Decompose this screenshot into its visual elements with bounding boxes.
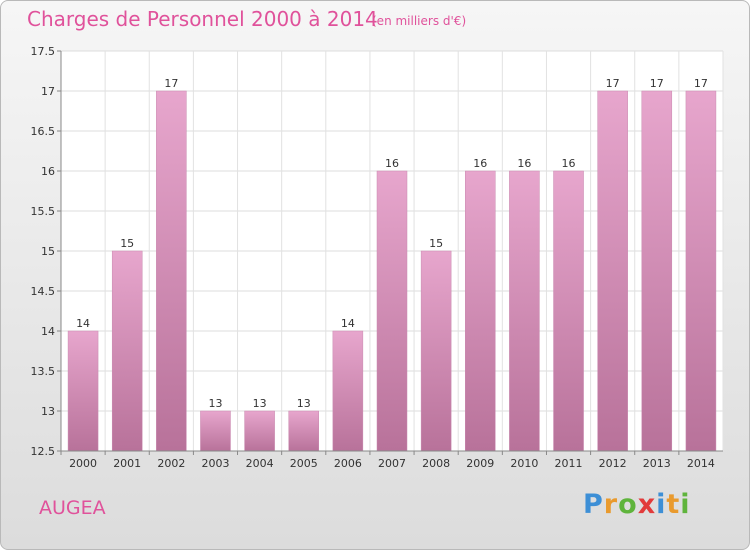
- data-label-2013: 17: [650, 77, 664, 90]
- bar-2005: [288, 410, 319, 452]
- data-label-2007: 16: [385, 157, 399, 170]
- x-tick-label: 2006: [334, 457, 362, 470]
- data-label-2000: 14: [76, 317, 90, 330]
- x-tick-label: 2000: [69, 457, 97, 470]
- data-label-2010: 16: [517, 157, 531, 170]
- axes: 12.5 13 13.5 14 14.5 15 15.5 16 16.5 17 17.5 2000 20…: [31, 45, 723, 470]
- bar-2003: [200, 410, 231, 452]
- bar-2006: [332, 330, 364, 452]
- x-tick-label: 2014: [687, 457, 715, 470]
- y-tick-label: 17.5: [31, 45, 56, 58]
- proxiti-logo[interactable]: Proxiti: [583, 489, 691, 520]
- data-label-2003: 13: [208, 397, 222, 410]
- logo-letter: t: [666, 489, 681, 520]
- x-tick-label: 2002: [157, 457, 185, 470]
- bar-2011: [553, 170, 584, 452]
- bar-2008: [420, 250, 452, 452]
- bar-2004: [244, 410, 275, 452]
- y-tick-label: 14.5: [31, 285, 56, 298]
- bar-2002: [156, 90, 187, 452]
- x-tick-label: 2012: [599, 457, 627, 470]
- logo-letter: P: [583, 489, 604, 520]
- bar-2013: [641, 90, 673, 452]
- x-tick-label: 2009: [466, 457, 494, 470]
- data-label-2014: 17: [694, 77, 708, 90]
- x-tick-label: 2007: [378, 457, 406, 470]
- y-tick-label: 13.5: [31, 365, 56, 378]
- y-tick-label: 17: [41, 85, 55, 98]
- bar-2000: [67, 330, 99, 452]
- x-tick-label: 2001: [113, 457, 141, 470]
- logo-letter: i: [656, 489, 667, 520]
- bar-2001: [111, 250, 143, 452]
- logo-letter: o: [618, 489, 638, 520]
- x-tick-label: 2008: [422, 457, 450, 470]
- x-tick-label: 2011: [555, 457, 583, 470]
- bar-2010: [509, 170, 540, 452]
- data-label-2002: 17: [164, 77, 178, 90]
- bar-2014: [685, 90, 717, 452]
- bars: 14 15 17 13 13 13 14 16 15 16 16 16 17 17 17: [67, 77, 717, 452]
- chart-subtitle: (en milliers d'€): [372, 14, 467, 28]
- bar-2007: [376, 170, 408, 452]
- x-tick-label: 2013: [643, 457, 671, 470]
- data-label-2008: 15: [429, 237, 443, 250]
- x-tick-label: 2003: [201, 457, 229, 470]
- logo-letter: i: [680, 489, 691, 520]
- y-tick-label: 13: [41, 405, 55, 418]
- logo-letter: r: [603, 489, 619, 520]
- data-label-2005: 13: [297, 397, 311, 410]
- chart-title: Charges de Personnel 2000 à 2014: [27, 7, 378, 31]
- x-tick-label: 2005: [290, 457, 318, 470]
- y-tick-label: 15: [41, 245, 55, 258]
- data-label-2004: 13: [253, 397, 267, 410]
- bar-2009: [465, 170, 496, 452]
- y-tick-label: 12.5: [31, 445, 56, 458]
- commune-name: AUGEA: [39, 497, 106, 519]
- bar-2012: [597, 90, 628, 452]
- y-tick-label: 14: [41, 325, 55, 338]
- data-label-2006: 14: [341, 317, 355, 330]
- data-label-2011: 16: [562, 157, 576, 170]
- x-tick-label: 2004: [246, 457, 274, 470]
- y-tick-label: 15.5: [31, 205, 56, 218]
- y-tick-label: 16: [41, 165, 55, 178]
- data-label-2012: 17: [606, 77, 620, 90]
- data-label-2001: 15: [120, 237, 134, 250]
- data-label-2009: 16: [473, 157, 487, 170]
- logo-letter: x: [637, 489, 657, 520]
- x-tick-label: 2010: [510, 457, 538, 470]
- y-tick-label: 16.5: [31, 125, 56, 138]
